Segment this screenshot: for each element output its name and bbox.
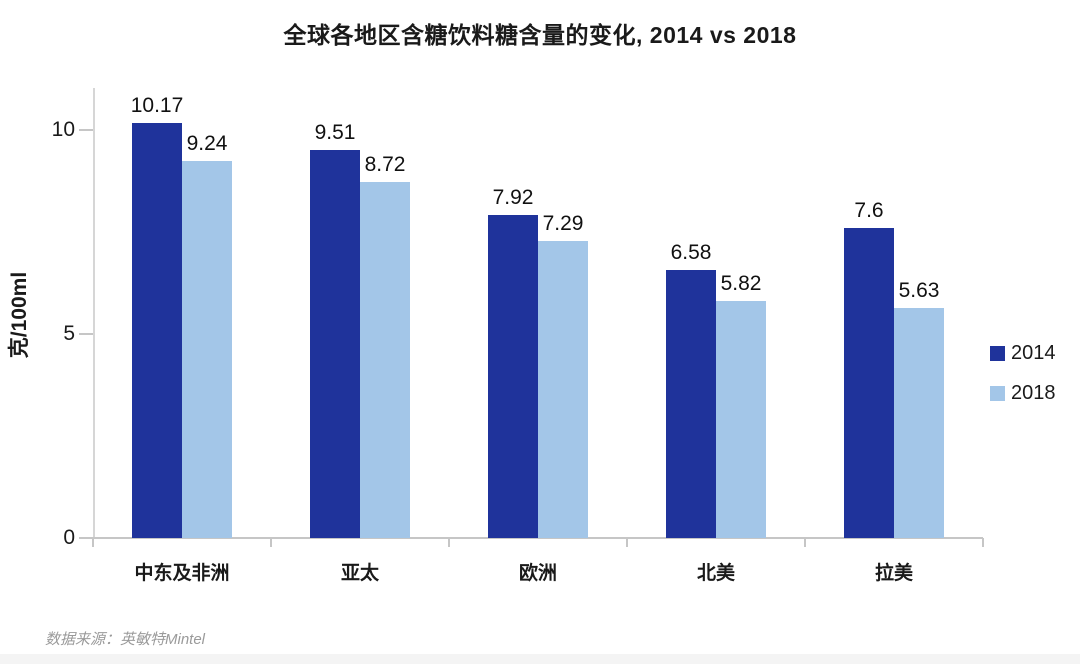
y-tick-mark [79,129,93,131]
bar-value-label: 8.72 [364,153,406,177]
y-tick-label: 10 [51,118,75,141]
bar-value-label: 7.6 [854,198,884,222]
bar-2014-中东及非洲 [132,123,182,538]
y-axis-label: 克/100ml [8,271,31,359]
bar-2018-中东及非洲 [182,161,232,538]
x-tick-mark [626,538,628,547]
category-label-中东及非洲: 中东及非洲 [134,563,230,584]
category-label-欧洲: 欧洲 [518,563,557,584]
chart-title: 全球各地区含糖饮料糖含量的变化, 2014 vs 2018 [283,22,797,48]
legend-swatch-2014 [990,346,1005,361]
y-axis-line [93,88,95,538]
bar-2018-欧洲 [538,240,588,538]
x-axis-line [93,537,983,539]
bar-2014-拉美 [844,227,894,538]
x-tick-mark [982,538,984,547]
legend-label: 2018 [1011,382,1056,404]
bottom-strip [0,654,1080,664]
y-tick-label: 5 [63,322,75,345]
bar-2014-北美 [666,269,716,538]
legend-item-2018: 2018 [990,382,1056,405]
legend-swatch-2018 [990,386,1005,401]
y-tick-mark [79,333,93,335]
bar-value-label: 5.82 [720,271,762,295]
bar-value-label: 6.58 [670,240,712,264]
bar-2014-欧洲 [488,214,538,538]
category-label-北美: 北美 [696,563,735,584]
bar-2018-北美 [716,300,766,538]
y-tick-mark [79,537,93,539]
y-tick-label: 0 [63,526,75,549]
x-tick-mark [448,538,450,547]
bar-2014-亚太 [310,149,360,538]
x-tick-mark [804,538,806,547]
legend-label: 2014 [1011,342,1056,364]
bar-value-label: 10.17 [130,94,184,118]
legend: 2014 2018 [990,342,1056,422]
bar-value-label: 7.92 [492,185,534,209]
bar-value-label: 7.29 [542,211,584,235]
source-note: 数据来源：英敏特Mintel [45,631,206,648]
legend-item-2014: 2014 [990,342,1056,365]
category-label-亚太: 亚太 [340,563,379,584]
bar-value-label: 9.51 [314,120,356,144]
bar-2018-拉美 [894,308,944,538]
bar-value-label: 9.24 [186,132,228,155]
bar-2018-亚太 [360,182,410,538]
x-tick-mark [270,538,272,547]
x-tick-mark [92,538,94,547]
category-label-拉美: 拉美 [874,563,913,584]
bar-value-label: 5.63 [898,279,940,303]
